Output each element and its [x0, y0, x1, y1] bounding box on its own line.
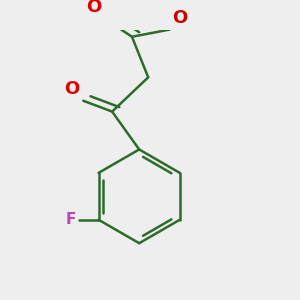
- Text: O: O: [172, 9, 188, 27]
- Text: O: O: [86, 0, 101, 16]
- Text: O: O: [64, 80, 80, 98]
- Text: F: F: [66, 212, 76, 227]
